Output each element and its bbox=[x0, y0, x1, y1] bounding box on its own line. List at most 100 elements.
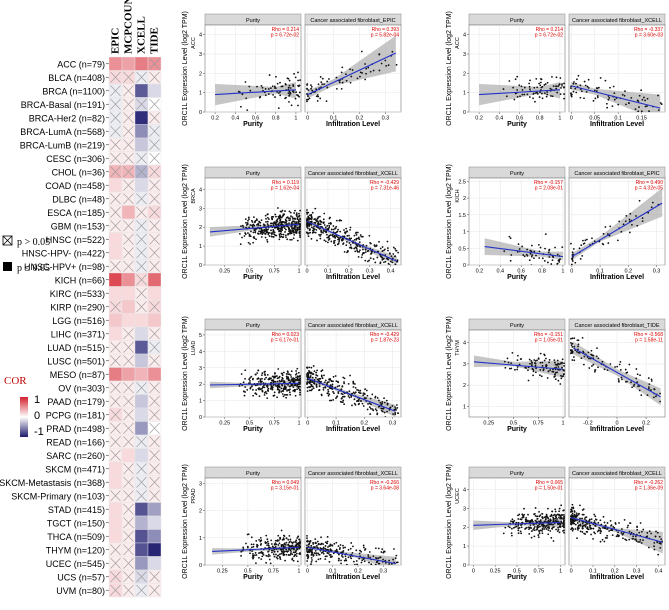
data-point bbox=[555, 76, 558, 79]
data-point bbox=[360, 50, 363, 53]
data-point bbox=[272, 228, 275, 231]
data-point bbox=[254, 384, 257, 387]
data-point bbox=[273, 85, 276, 88]
data-point bbox=[282, 387, 285, 390]
data-point bbox=[606, 369, 609, 372]
data-point bbox=[245, 221, 247, 224]
data-point bbox=[639, 374, 641, 377]
y-tick-label: 2 bbox=[463, 196, 466, 202]
data-point bbox=[552, 526, 554, 529]
x-tick-label: 0.15 bbox=[636, 116, 647, 122]
data-point bbox=[263, 371, 266, 373]
data-point bbox=[570, 337, 572, 340]
data-point bbox=[241, 224, 244, 227]
heatmap-row-label: UCEC (n=545) bbox=[46, 559, 105, 569]
data-point bbox=[577, 351, 580, 354]
data-point bbox=[338, 81, 341, 84]
data-point bbox=[587, 351, 590, 354]
data-point bbox=[557, 520, 559, 523]
data-point bbox=[255, 219, 258, 222]
data-point bbox=[281, 85, 284, 88]
legend-box-sig bbox=[3, 262, 12, 271]
data-point bbox=[578, 520, 581, 523]
data-point bbox=[584, 533, 587, 535]
data-point bbox=[599, 532, 602, 535]
data-point bbox=[571, 503, 574, 506]
data-point bbox=[284, 97, 287, 100]
data-point bbox=[276, 380, 279, 383]
data-point bbox=[308, 366, 311, 369]
data-point bbox=[579, 517, 581, 520]
data-point bbox=[536, 359, 538, 362]
data-point bbox=[250, 546, 253, 549]
y-tick-label: 1 bbox=[463, 230, 466, 236]
heatmap-row-label: HNSC-HPV- (n=422) bbox=[22, 248, 105, 258]
data-point bbox=[558, 507, 561, 510]
data-point bbox=[341, 385, 344, 388]
data-point bbox=[639, 522, 642, 524]
y-tick-label: 0 bbox=[199, 563, 202, 569]
data-point bbox=[507, 361, 510, 364]
data-point bbox=[350, 247, 353, 250]
data-point bbox=[256, 223, 258, 226]
data-point bbox=[240, 373, 243, 375]
data-point bbox=[295, 232, 298, 235]
data-point bbox=[344, 546, 346, 549]
data-point bbox=[310, 560, 313, 563]
data-point bbox=[271, 375, 274, 378]
data-point bbox=[570, 92, 572, 95]
y-tick-label: 0 bbox=[199, 110, 202, 116]
data-point bbox=[368, 561, 370, 564]
data-point bbox=[307, 555, 310, 558]
data-point bbox=[359, 245, 362, 248]
data-point bbox=[316, 100, 319, 102]
data-point bbox=[514, 78, 517, 81]
data-point bbox=[532, 374, 534, 377]
data-point bbox=[266, 238, 268, 241]
data-point bbox=[591, 365, 593, 367]
data-point bbox=[570, 514, 573, 517]
facet-strip-label: Cancer associated fibroblast_EPIC bbox=[310, 18, 395, 24]
data-point bbox=[573, 511, 576, 513]
data-point bbox=[641, 220, 644, 222]
data-point bbox=[370, 252, 373, 255]
x-tick-label: 0 bbox=[570, 116, 573, 122]
data-point bbox=[298, 375, 301, 378]
data-point bbox=[580, 244, 583, 247]
y-tick-label: 3 bbox=[199, 481, 202, 487]
data-point bbox=[310, 384, 313, 386]
nonsig-cross bbox=[149, 260, 160, 272]
data-point bbox=[646, 97, 649, 100]
nonsig-cross bbox=[110, 395, 121, 407]
data-point bbox=[537, 357, 540, 360]
data-point bbox=[240, 554, 242, 557]
rho-label: Rho = 0.214 bbox=[536, 27, 564, 33]
data-point bbox=[581, 513, 584, 516]
data-point bbox=[559, 77, 562, 79]
nonsig-cross bbox=[123, 382, 134, 394]
data-point bbox=[595, 355, 598, 358]
data-point bbox=[376, 397, 379, 399]
cor-tick-label: 0 bbox=[34, 410, 40, 422]
data-point bbox=[248, 233, 251, 236]
p-value-label: p = 2.08e-01 bbox=[535, 186, 563, 192]
method-label: TIDE bbox=[149, 27, 161, 54]
data-point bbox=[306, 84, 309, 86]
data-point bbox=[599, 527, 602, 530]
nonsig-cross bbox=[149, 476, 160, 488]
data-point bbox=[267, 550, 270, 553]
data-point bbox=[332, 552, 335, 555]
data-point bbox=[268, 554, 271, 557]
data-point bbox=[393, 575, 395, 577]
data-point bbox=[617, 379, 620, 382]
data-point bbox=[275, 75, 277, 78]
data-point bbox=[318, 385, 321, 387]
data-point bbox=[611, 534, 614, 537]
data-point bbox=[257, 387, 260, 390]
data-point bbox=[245, 542, 247, 545]
data-point bbox=[584, 525, 587, 528]
data-point bbox=[248, 226, 251, 229]
nonsig-cross bbox=[123, 152, 134, 164]
data-point bbox=[323, 212, 326, 215]
p-value-label: p = 6.72e-02 bbox=[535, 33, 563, 39]
